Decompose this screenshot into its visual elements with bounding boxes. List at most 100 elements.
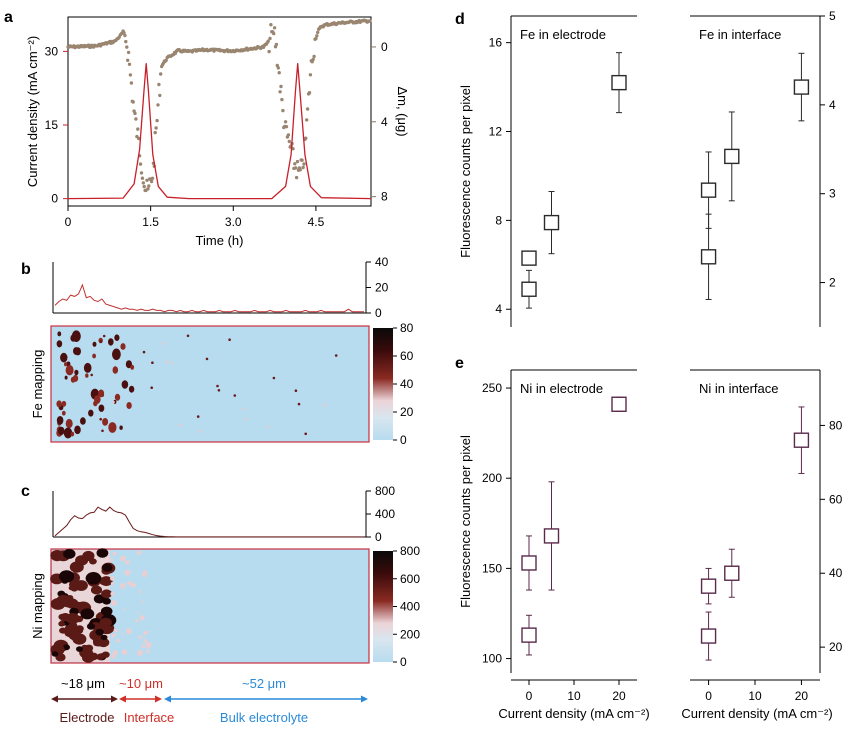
x-tick-label: 3.0 <box>225 215 242 229</box>
map-spot <box>74 347 82 356</box>
map-spot <box>65 418 73 429</box>
mass-point <box>158 93 162 98</box>
map-speckle <box>146 630 149 634</box>
map-speckle <box>126 628 130 632</box>
mass-point <box>305 107 310 111</box>
map-dot <box>142 350 146 354</box>
mass-point <box>276 66 280 70</box>
map-spot <box>114 393 121 401</box>
mass-series <box>66 18 372 193</box>
map-spot <box>68 630 81 641</box>
mass-point <box>304 136 308 140</box>
mass-point <box>129 81 134 85</box>
map-speckle <box>137 611 140 614</box>
map-spot <box>85 373 89 378</box>
map-dot <box>150 386 153 390</box>
map-speckle <box>110 600 117 606</box>
map-spot <box>128 385 135 393</box>
map-speckle <box>147 645 151 649</box>
map-spot <box>62 644 70 651</box>
bulk-arrow-head-left <box>164 695 171 703</box>
left-y-tick-label: 100 <box>482 652 502 666</box>
map-spot <box>74 425 81 435</box>
left-x-tick-label: 10 <box>567 689 581 703</box>
mass-point <box>283 120 288 124</box>
map-dot <box>165 360 169 364</box>
interface-size: ~10 μm <box>119 676 163 691</box>
map-spot <box>89 558 97 565</box>
right-y-tick-label: 80 <box>829 418 843 432</box>
data-point <box>543 214 560 231</box>
data-point <box>611 74 627 91</box>
mass-point <box>123 33 127 38</box>
map-dot <box>170 361 174 365</box>
map-dot <box>205 357 209 361</box>
map-dot <box>196 415 200 418</box>
interface-arrow-head-right <box>155 695 162 703</box>
panel-label-b: b <box>21 261 31 278</box>
map-dot <box>199 429 202 433</box>
map-dot <box>90 373 93 377</box>
mass-point <box>302 162 306 166</box>
colorbar-tick-label: 600 <box>400 572 420 586</box>
map-dot <box>186 334 190 338</box>
map-spot <box>75 625 84 632</box>
mass-point <box>298 168 302 172</box>
map-spot <box>100 606 113 616</box>
y-tick-label-left: 0 <box>51 192 58 206</box>
trace-y-tick-label: 0 <box>375 530 382 544</box>
map-speckle <box>110 591 115 596</box>
map-spot <box>76 646 83 652</box>
map-speckle <box>111 633 116 638</box>
bulk-label: Bulk electrolyte <box>220 710 308 725</box>
map-spot <box>119 425 123 430</box>
trace-y-tick-label: 40 <box>375 255 389 269</box>
mass-point <box>312 54 316 59</box>
map-spot <box>74 580 88 591</box>
map-dot <box>101 429 104 433</box>
panel-b-chart: 0 20 40 0 20 40 60 80 Fe mapping <box>30 255 414 447</box>
y-tick-label-right: 0 <box>381 40 388 54</box>
data-point <box>793 79 810 95</box>
map-spot <box>57 643 64 648</box>
mass-point <box>287 139 291 144</box>
map-dot <box>102 334 106 338</box>
mass-point <box>156 103 160 107</box>
map-y-label: Fe mapping <box>30 350 45 419</box>
y-tick-label-right: 4 <box>381 115 388 129</box>
mass-point <box>316 30 320 35</box>
map-spot <box>120 343 126 350</box>
map-spot <box>64 362 68 367</box>
electrode-size: ~18 μm <box>61 676 105 691</box>
mass-point <box>305 118 309 122</box>
map-speckle <box>129 581 135 587</box>
map-spot <box>63 548 76 559</box>
mass-point <box>155 118 159 123</box>
mass-point <box>125 45 129 49</box>
region-annotation: ~18 μm ~10 μm ~52 μm Electrode Interface… <box>51 676 368 725</box>
map-dot <box>244 417 248 421</box>
colorbar <box>373 328 393 440</box>
current-series <box>67 62 372 200</box>
x-tick-label: 1.5 <box>142 215 159 229</box>
mass-point <box>124 39 128 44</box>
mass-point <box>368 19 372 23</box>
map-spot <box>61 410 66 416</box>
map-spot <box>102 418 109 426</box>
map-spot <box>97 637 110 648</box>
y-axis-label-right: Δm, (μg) <box>395 86 410 136</box>
right-x-tick-label: 20 <box>795 689 809 703</box>
data-point <box>543 528 560 544</box>
mass-point <box>137 136 141 141</box>
mass-point <box>311 57 315 62</box>
data-point <box>700 249 717 265</box>
mass-point <box>157 82 161 87</box>
right-y-tick-label: 40 <box>829 566 843 580</box>
trace-y-tick-label: 400 <box>375 507 395 521</box>
map-spot <box>102 563 113 572</box>
mass-point <box>127 62 132 66</box>
map-speckle <box>124 560 130 565</box>
mass-point <box>150 176 155 180</box>
mass-point <box>284 125 289 129</box>
